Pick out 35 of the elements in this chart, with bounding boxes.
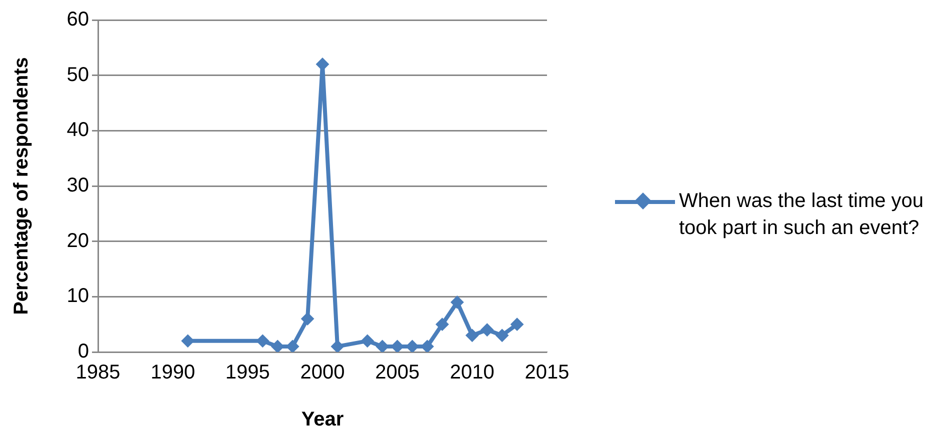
y-tick-label: 60 (66, 8, 89, 31)
x-tick-label: 2010 (450, 362, 494, 384)
y-tick-label: 50 (66, 64, 89, 86)
y-axis-title: Percentage of respondents (10, 57, 33, 315)
point (496, 328, 509, 342)
point (271, 340, 284, 352)
point (360, 334, 374, 348)
point (510, 318, 524, 331)
x-tick-label: 1990 (150, 362, 196, 384)
legend-label: When was the last time you took part in such an event? (679, 189, 925, 241)
y-tick-label: 20 (66, 230, 89, 252)
y-tick-label: 40 (66, 119, 89, 142)
point (436, 318, 449, 331)
y-tick-label: 10 (66, 285, 89, 308)
point (330, 340, 344, 352)
point (316, 58, 329, 71)
point (256, 334, 270, 348)
point (286, 340, 300, 352)
x-tick-label: 1985 (76, 362, 120, 384)
x-tick-label: 1995 (225, 362, 270, 384)
y-tick-label: 30 (66, 174, 89, 197)
x-tick-label: 2000 (300, 362, 345, 384)
point (376, 340, 389, 352)
point (406, 340, 419, 352)
point (466, 328, 479, 342)
point (480, 323, 494, 336)
point (181, 334, 194, 348)
point (390, 340, 404, 352)
x-tick-label: 2015 (524, 362, 570, 384)
x-axis-title: Year (301, 408, 344, 431)
point (420, 340, 434, 352)
y-tick-label: 0 (78, 340, 89, 363)
point (450, 296, 464, 309)
x-tick-label: 2005 (375, 362, 420, 384)
point (301, 312, 314, 326)
